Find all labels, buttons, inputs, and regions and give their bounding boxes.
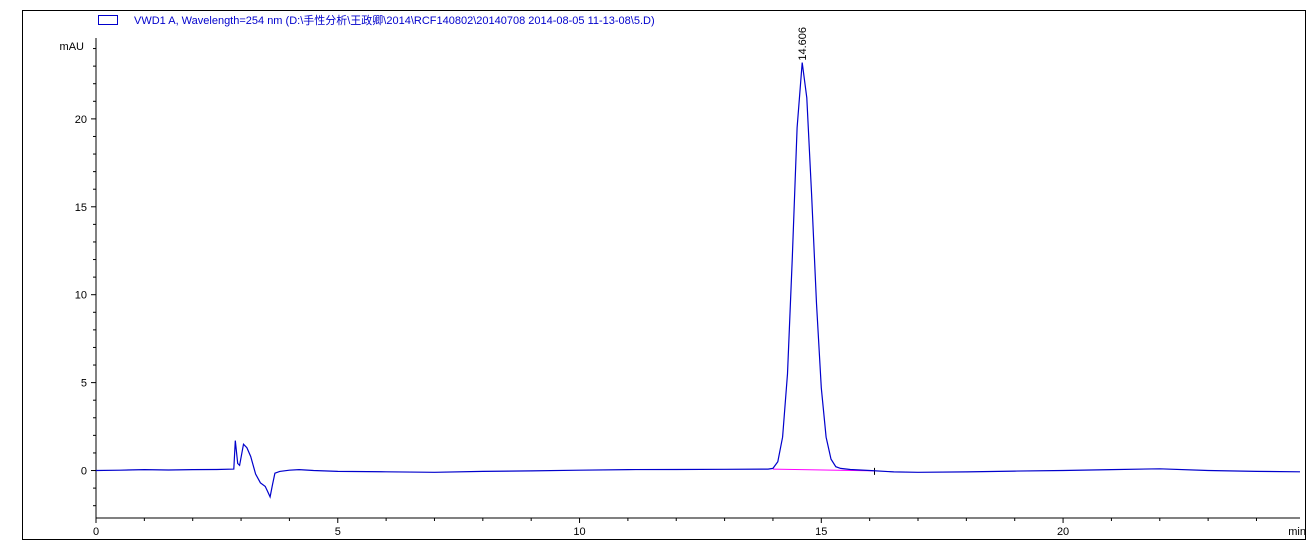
y-tick-label: 5: [81, 378, 87, 390]
y-tick-label: 10: [75, 290, 87, 302]
y-tick-label: 15: [75, 202, 87, 214]
x-tick-label: 5: [335, 526, 341, 538]
chart-frame: [22, 10, 1306, 540]
y-tick-label: 20: [75, 114, 87, 126]
signal-trace: [95, 62, 1301, 499]
legend-label: VWD1 A, Wavelength=254 nm (D:\手性分析\王政卿\2…: [134, 15, 655, 27]
integration-baseline: [772, 468, 875, 472]
x-tick-label: 15: [815, 526, 827, 538]
x-tick-label: 20: [1057, 526, 1069, 538]
x-axis-label: min: [1288, 526, 1306, 538]
x-tick-label: 10: [573, 526, 585, 538]
legend: VWD1 A, Wavelength=254 nm (D:\手性分析\王政卿\2…: [98, 12, 655, 28]
x-tick-label: 0: [93, 526, 99, 538]
peak-label: 14.606: [797, 27, 809, 61]
y-tick-label: 0: [81, 466, 87, 478]
legend-swatch: [98, 15, 118, 25]
y-axis-label: mAU: [60, 41, 85, 53]
